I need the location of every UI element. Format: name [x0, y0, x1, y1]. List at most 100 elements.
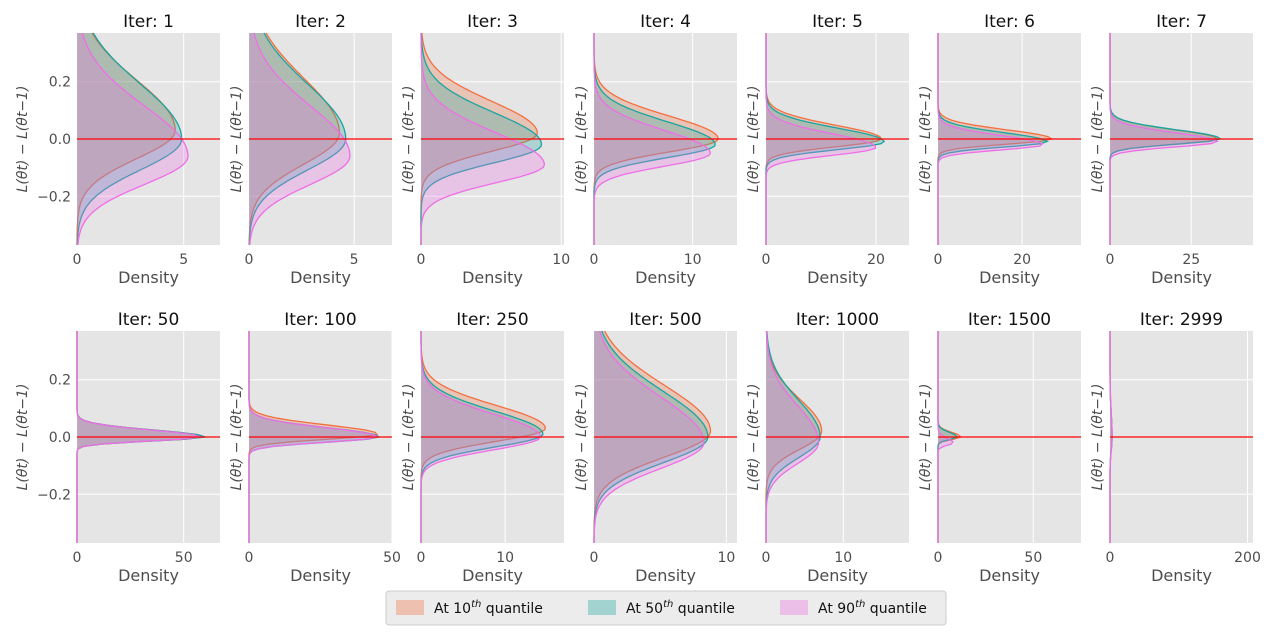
x-axis-label: Density [979, 268, 1040, 287]
x-tick-label: 0 [1106, 550, 1115, 566]
y-axis-label: L(θt) − L(θt−1) [1090, 86, 1106, 193]
legend-swatch-q10 [396, 600, 424, 615]
y-axis-label: L(θt) − L(θt−1) [918, 384, 934, 491]
panel: Iter: 3 0 10 Density L(θt) − L(θt−1) [401, 12, 570, 287]
x-tick-label: 0 [762, 252, 771, 268]
x-axis-label: Density [462, 566, 523, 585]
y-axis-label: L(θt) − L(θt−1) [401, 86, 417, 193]
y-tick-label: 0.2 [49, 373, 71, 389]
panel-title: Iter: 2999 [1140, 310, 1223, 330]
x-tick-label: 0 [417, 550, 426, 566]
x-axis-label: Density [635, 566, 696, 585]
x-axis-label: Density [118, 566, 179, 585]
x-axis-label: Density [290, 268, 351, 287]
panel-title: Iter: 4 [640, 12, 691, 32]
legend: At 10th quantile At 50th quantile At 90th … [385, 590, 947, 626]
x-tick-label: 10 [496, 550, 514, 566]
x-tick-label: 10 [717, 550, 735, 566]
panel-title: Iter: 1000 [796, 310, 879, 330]
legend-box [385, 590, 947, 626]
panel-title: Iter: 100 [284, 310, 356, 330]
y-axis-label: L(θt) − L(θt−1) [746, 86, 762, 193]
panel-title: Iter: 2 [295, 12, 346, 32]
x-axis-label: Density [290, 566, 351, 585]
legend-label-q50: At 50th quantile [626, 599, 735, 617]
legend-swatch-q50 [588, 600, 616, 615]
x-tick-label: 0 [590, 252, 599, 268]
x-axis-label: Density [979, 566, 1040, 585]
x-tick-label: 0 [934, 550, 943, 566]
panel: Iter: 2999 0 200 Density L(θt) − L(θt−1) [1090, 310, 1261, 585]
legend-swatch-q90 [780, 600, 808, 615]
y-axis-label: L(θt) − L(θt−1) [229, 86, 245, 193]
y-tick-label: −0.2 [37, 189, 71, 205]
x-tick-label: 0 [245, 252, 254, 268]
legend-label-q10: At 10th quantile [434, 599, 543, 617]
x-tick-label: 0 [245, 550, 254, 566]
x-axis-label: Density [635, 268, 696, 287]
x-tick-label: 20 [867, 252, 885, 268]
y-tick-label: 0.0 [49, 430, 71, 446]
y-tick-label: −0.2 [37, 487, 71, 503]
y-axis-label: L(θt) − L(θt−1) [918, 86, 934, 193]
panel-title: Iter: 5 [812, 12, 863, 32]
x-axis-label: Density [1151, 268, 1212, 287]
x-tick-label: 0 [934, 252, 943, 268]
panel-title: Iter: 250 [456, 310, 528, 330]
panel-title: Iter: 500 [629, 310, 701, 330]
x-tick-label: 25 [1182, 252, 1200, 268]
y-axis-label: L(θt) − L(θt−1) [15, 384, 31, 491]
y-tick-label: 0.2 [49, 75, 71, 91]
panel-title: Iter: 1 [123, 12, 174, 32]
x-tick-label: 10 [684, 252, 702, 268]
x-tick-label: 0 [73, 550, 82, 566]
x-axis-label: Density [807, 566, 868, 585]
x-axis-label: Density [1151, 566, 1212, 585]
panel-title: Iter: 6 [984, 12, 1035, 32]
y-axis-label: L(θt) − L(θt−1) [401, 384, 417, 491]
x-tick-label: 0 [590, 550, 599, 566]
x-tick-label: 5 [350, 252, 359, 268]
x-tick-label: 50 [383, 550, 401, 566]
y-axis-label: L(θt) − L(θt−1) [746, 384, 762, 491]
y-axis-label: L(θt) − L(θt−1) [574, 384, 590, 491]
x-tick-label: 0 [1106, 252, 1115, 268]
legend-label-q90: At 90th quantile [818, 599, 927, 617]
x-tick-label: 20 [1013, 252, 1031, 268]
x-tick-label: 50 [175, 550, 193, 566]
panel: Iter: 500 0 10 Density L(θt) − L(θt−1) [574, 310, 737, 585]
x-tick-label: 5 [179, 252, 188, 268]
x-axis-label: Density [807, 268, 868, 287]
panel-title: Iter: 7 [1156, 12, 1207, 32]
panel-title: Iter: 50 [118, 310, 180, 330]
x-axis-label: Density [118, 268, 179, 287]
x-tick-label: 10 [834, 550, 852, 566]
x-tick-label: 0 [417, 252, 426, 268]
panel: Iter: 100 0 50 Density L(θt) − L(θt−1) [229, 310, 401, 585]
x-tick-label: 10 [552, 252, 570, 268]
x-tick-label: 0 [762, 550, 771, 566]
y-axis-label: L(θt) − L(θt−1) [229, 384, 245, 491]
x-tick-label: 0 [73, 252, 82, 268]
y-tick-label: 0.0 [49, 132, 71, 148]
y-axis-label: L(θt) − L(θt−1) [15, 86, 31, 193]
y-axis-label: L(θt) − L(θt−1) [1090, 384, 1106, 491]
x-tick-label: 50 [1024, 550, 1042, 566]
x-axis-label: Density [462, 268, 523, 287]
y-axis-label: L(θt) − L(θt−1) [574, 86, 590, 193]
panel-title: Iter: 3 [467, 12, 518, 32]
panel-title: Iter: 1500 [968, 310, 1051, 330]
x-tick-label: 200 [1234, 550, 1261, 566]
